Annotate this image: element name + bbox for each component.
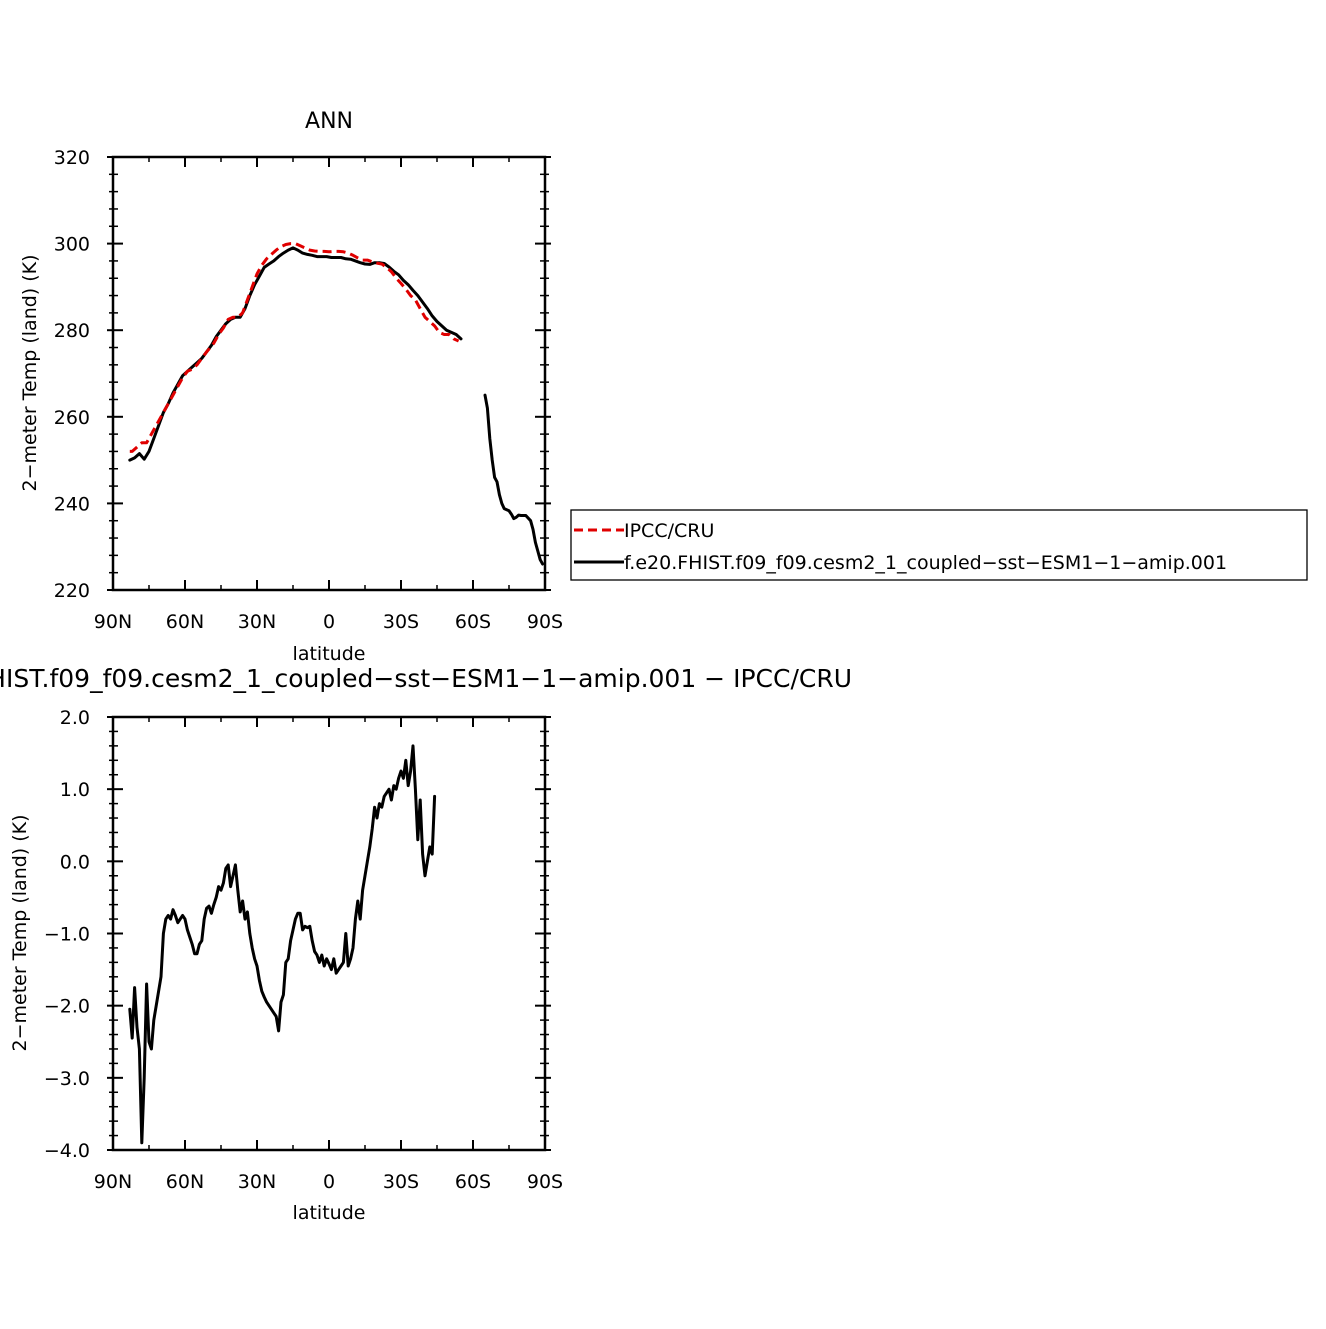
top-chart-xlabel: latitude <box>293 643 366 665</box>
x-tick-label: 0 <box>323 611 335 633</box>
bottom-chart-tick-labels: 90N 60N 30N 0 30S 60S 90S −4.0 −3.0 −2.0 −1.0 0.0 1.… <box>44 707 563 1193</box>
bottom-chart-title: f.e20.FHIST.f09_f09.cesm2_1_coupled−sst−… <box>0 664 852 693</box>
top-chart-series <box>128 242 545 566</box>
y-tick-label: −2.0 <box>44 996 90 1018</box>
top-chart-tick-labels: 90N 60N 30N 0 30S 60S 90S 220 240 260 280 300 320 <box>54 147 563 633</box>
model-line-segment-0 <box>128 246 463 462</box>
x-tick-label: 90N <box>94 1171 132 1193</box>
x-tick-label: 60N <box>166 1171 204 1193</box>
x-tick-label: 30S <box>383 611 419 633</box>
bottom-chart-xlabel: latitude <box>293 1202 366 1224</box>
y-tick-label: −3.0 <box>44 1068 90 1090</box>
legend-box <box>570 509 1308 581</box>
y-tick-label: 240 <box>54 493 90 515</box>
y-tick-label: 0.0 <box>60 851 90 873</box>
y-tick-label: 320 <box>54 147 90 169</box>
x-tick-label: 60N <box>166 611 204 633</box>
ipcc-cru-line-segment-0 <box>129 242 460 453</box>
x-tick-label: 90S <box>527 1171 563 1193</box>
y-tick-label: 1.0 <box>60 779 90 801</box>
legend-label-ipcc-cru: IPCC/CRU <box>624 520 714 542</box>
top-chart-ticks <box>107 156 551 591</box>
y-tick-label: 220 <box>54 580 90 602</box>
x-tick-label: 30N <box>238 611 276 633</box>
bottom-chart-panel: f.e20.FHIST.f09_f09.cesm2_1_coupled−sst−… <box>0 664 852 1224</box>
x-tick-label: 30S <box>383 1171 419 1193</box>
top-chart-ylabel: 2−meter Temp (land) (K) <box>19 254 41 491</box>
model-line-segment-1 <box>483 393 545 566</box>
y-tick-label: −4.0 <box>44 1140 90 1162</box>
x-tick-label: 0 <box>323 1171 335 1193</box>
x-tick-label: 60S <box>455 611 491 633</box>
y-tick-label: 280 <box>54 320 90 342</box>
x-tick-label: 60S <box>455 1171 491 1193</box>
bottom-chart-ticks <box>107 716 551 1151</box>
y-tick-label: 2.0 <box>60 707 90 729</box>
legend-label-model: f.e20.FHIST.f09_f09.cesm2_1_coupled−sst−… <box>624 552 1227 574</box>
top-chart-title: ANN <box>305 109 353 134</box>
top-chart-frame <box>111 155 547 592</box>
bottom-chart-series <box>128 744 437 1145</box>
y-tick-label: −1.0 <box>44 924 90 946</box>
top-chart-panel: ANN 90N 60N 30N 0 30S 60S 90S 220 240 260 280 300 32… <box>19 109 563 665</box>
x-tick-label: 90S <box>527 611 563 633</box>
legend: IPCC/CRU f.e20.FHIST.f09_f09.cesm2_1_cou… <box>570 509 1308 581</box>
bottom-chart-ylabel: 2−meter Temp (land) (K) <box>9 814 31 1051</box>
model-line-segment-0 <box>128 744 437 1145</box>
x-tick-label: 90N <box>94 611 132 633</box>
y-tick-label: 300 <box>54 234 90 256</box>
bottom-chart-frame <box>111 715 547 1152</box>
x-tick-label: 30N <box>238 1171 276 1193</box>
y-tick-label: 260 <box>54 407 90 429</box>
